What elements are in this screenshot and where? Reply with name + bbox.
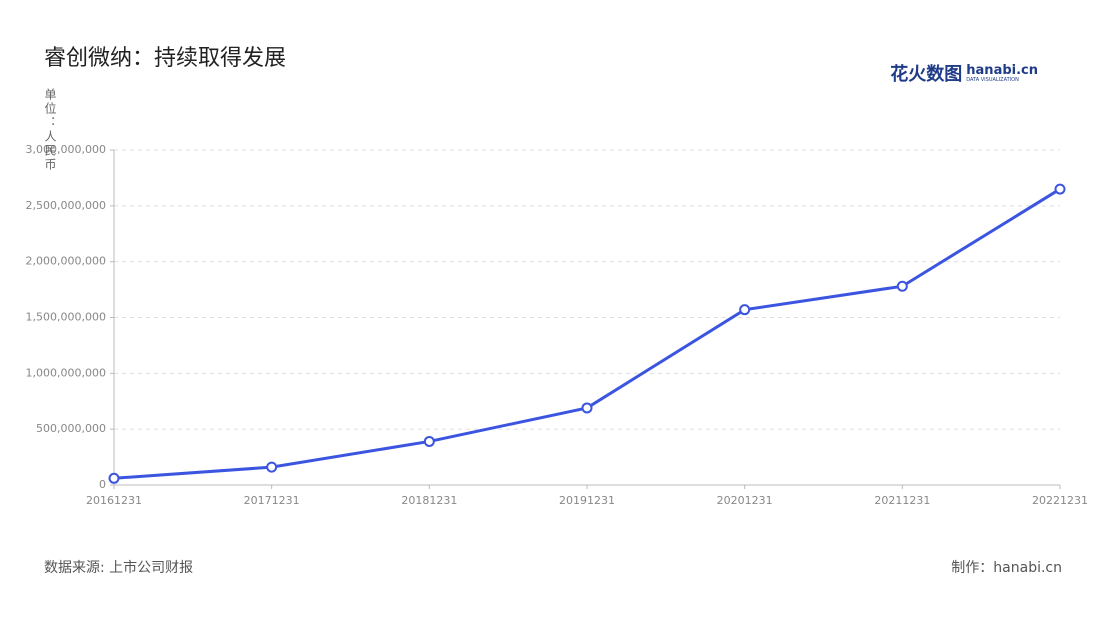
- x-tick-label: 20201231: [717, 494, 773, 507]
- credit: 制作：hanabi.cn: [951, 560, 1062, 576]
- x-tick-label: 20161231: [86, 494, 142, 507]
- chart-title: 睿创微纳：持续取得发展: [44, 46, 287, 71]
- point: [896, 280, 908, 292]
- y-tick-label: 2,000,000,000: [26, 255, 106, 268]
- y-axis-label: 单位：人民币: [43, 88, 57, 172]
- point: [581, 402, 593, 414]
- x-tick-label: 20211231: [874, 494, 930, 507]
- point: [266, 461, 278, 473]
- y-tick-label: 500,000,000: [36, 422, 106, 435]
- logo: 花火数图 hanabi.cn DATA VISUALIZATION: [890, 60, 1038, 86]
- x-tick-label: 20221231: [1032, 494, 1088, 507]
- x-tick-label: 20191231: [559, 494, 615, 507]
- x-tick-label: 20181231: [401, 494, 457, 507]
- logo-text: hanabi.cn DATA VISUALIZATION: [966, 64, 1038, 83]
- logo-site: hanabi.cn: [966, 62, 1038, 78]
- logo-brand: 花火数图: [890, 64, 963, 85]
- point: [1054, 183, 1066, 195]
- x-tick-label: 20171231: [244, 494, 300, 507]
- logo-tagline: DATA VISUALIZATION: [966, 76, 1019, 83]
- y-tick-label: 3,000,000,000: [26, 143, 106, 156]
- point: [739, 304, 751, 316]
- y-tick-label: 0: [99, 478, 106, 491]
- y-tick-label: 2,500,000,000: [26, 199, 106, 212]
- line: [113, 187, 1061, 480]
- y-tick-label: 1,000,000,000: [26, 366, 106, 379]
- point: [108, 472, 120, 484]
- point: [423, 435, 435, 447]
- source: 数据来源: 上市公司财报: [44, 560, 194, 576]
- y-tick-label: 1,500,000,000: [26, 311, 106, 324]
